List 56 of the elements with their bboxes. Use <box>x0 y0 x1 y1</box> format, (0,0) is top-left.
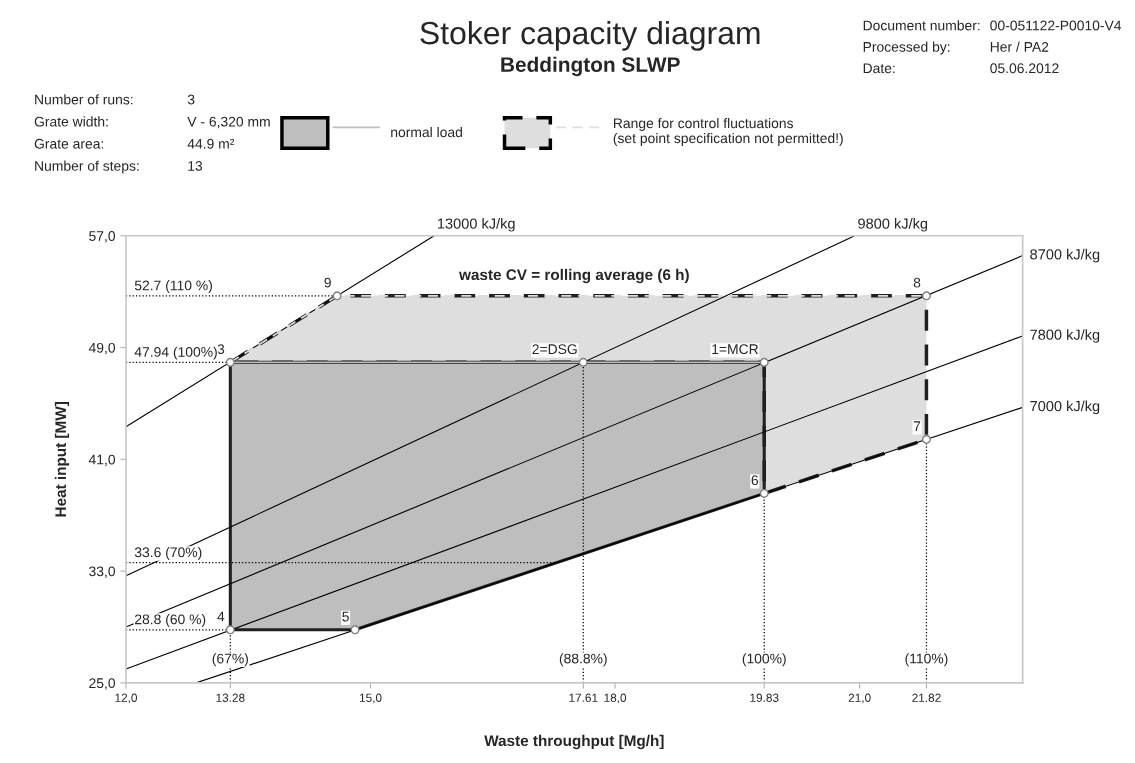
annotation: 3 <box>217 344 225 355</box>
annotation: waste CV = rolling average (6 h) <box>459 268 689 284</box>
text: Document number: <box>863 20 980 31</box>
x-axis-title: Waste throughput [Mg/h] <box>484 734 664 750</box>
text: 05.06.2012 <box>990 63 1059 74</box>
y-axis-title: Heat input [MW] <box>54 402 70 517</box>
x-tick-label: 18,0 <box>604 693 627 704</box>
legend-label: Range for control fluctuations (set point specification not permitted!) <box>613 118 843 146</box>
y-tick-label: 25,0 <box>89 678 116 690</box>
annotation: (67%) <box>212 653 248 667</box>
annotation: 4 <box>217 611 225 622</box>
chart-subtitle: Beddington SLWP <box>501 56 680 77</box>
text: Processed by: <box>863 41 950 55</box>
text: 00-051122-P0010-V4 <box>990 20 1122 31</box>
text: Date: <box>863 63 895 74</box>
annotation: 28.8 (60 %) <box>135 614 206 628</box>
text: Number of runs: <box>35 94 133 105</box>
annotation: 33.6 (70%) <box>134 547 202 560</box>
series-label: 9800 kJ/kg <box>858 218 928 232</box>
text: V - 6,320 mm <box>187 116 270 129</box>
y-tick-label: 41,0 <box>88 454 116 467</box>
text: Grate area: <box>34 138 104 149</box>
series-label: 7800 kJ/kg <box>1030 329 1100 343</box>
x-tick-label: 17.61 <box>569 693 598 702</box>
text: Number of steps: <box>35 160 139 174</box>
annotation: 8 <box>913 277 921 288</box>
x-tick-label: 12,0 <box>115 693 138 704</box>
text: 13 <box>188 160 203 171</box>
annotation: (88.8%) <box>559 653 607 667</box>
x-tick-label: 21.82 <box>912 693 941 702</box>
text: 3 <box>187 94 195 105</box>
x-tick-label: 15,0 <box>359 693 382 704</box>
annotation: 1=MCR <box>712 344 759 355</box>
series-label: 7000 kJ/kg <box>1030 400 1100 415</box>
y-tick-label: 33,0 <box>89 566 116 578</box>
text: Grate width: <box>34 116 108 127</box>
annotation: 52.7 (110 %) <box>134 280 212 294</box>
annotation: 6 <box>751 475 759 486</box>
annotation: 47.94 (100%) <box>134 346 217 360</box>
x-tick-label: 21,0 <box>848 693 871 704</box>
chart-title: Stoker capacity diagram <box>420 20 760 51</box>
annotation: (110%) <box>905 653 948 667</box>
series-label: 13000 kJ/kg <box>438 218 515 232</box>
y-tick-label: 49,0 <box>88 342 116 355</box>
annotation: 9 <box>324 277 331 288</box>
annotation: 7 <box>913 421 921 431</box>
text: Her / PA2 <box>990 41 1049 52</box>
x-tick-label: 19.83 <box>750 693 779 702</box>
text: 44.9 m² <box>187 138 235 149</box>
x-tick-label: 13.28 <box>216 693 245 702</box>
annotation: 5 <box>342 611 349 622</box>
series-label: 8700 kJ/kg <box>1030 248 1100 263</box>
annotation: (100%) <box>742 653 786 667</box>
y-tick-label: 57,0 <box>89 231 116 243</box>
annotation: 2=DSG <box>532 344 577 355</box>
legend-label: normal load <box>391 126 462 138</box>
